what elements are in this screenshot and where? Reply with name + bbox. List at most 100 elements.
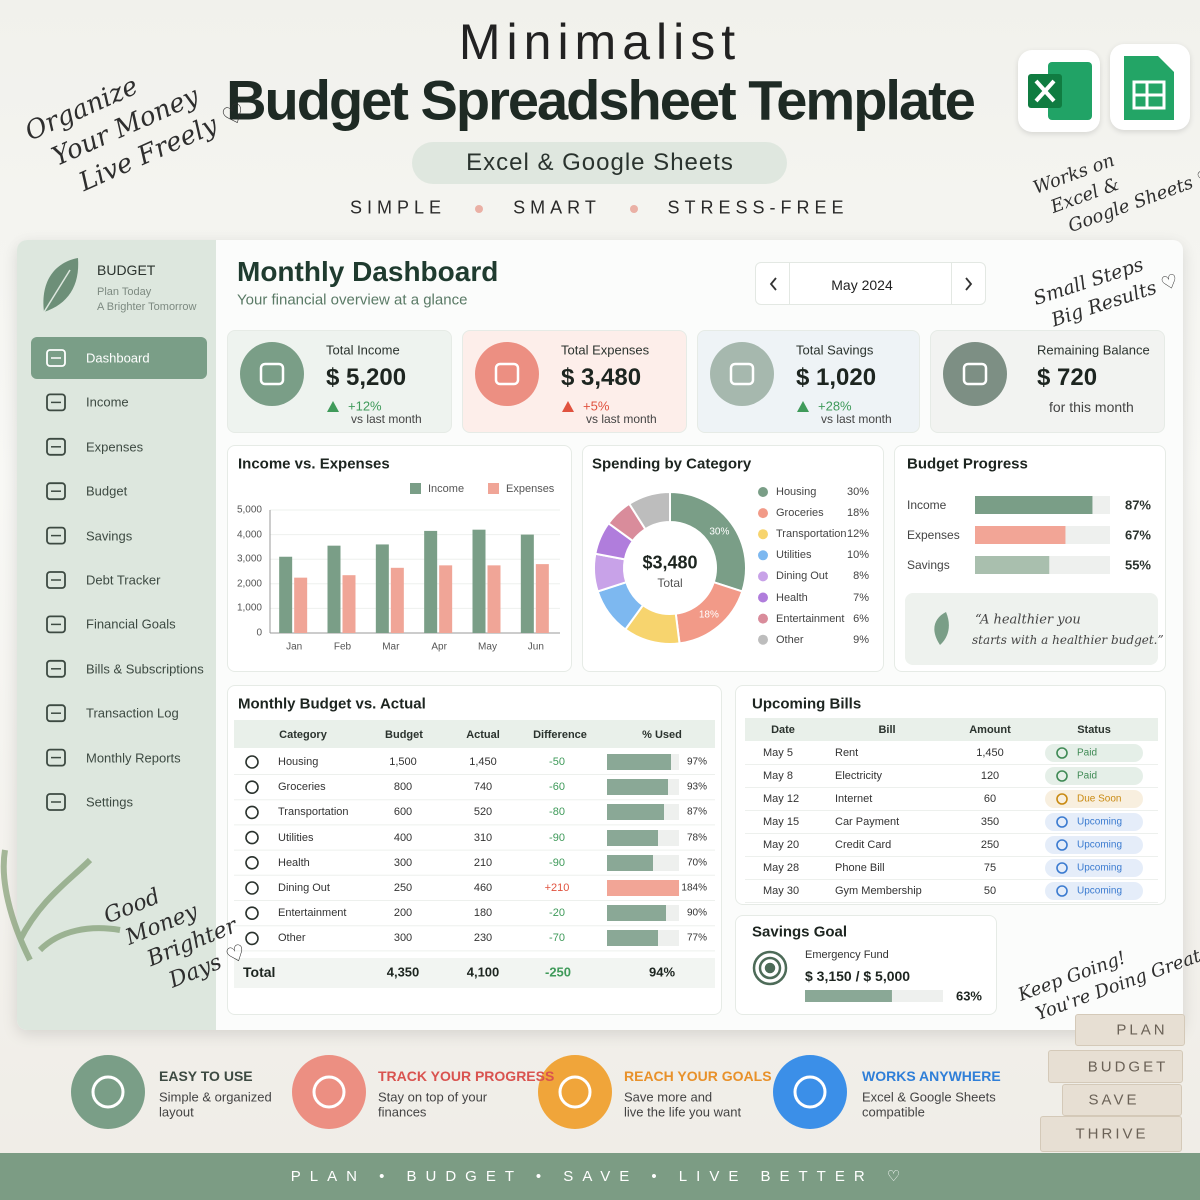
donut-total: $3,480	[642, 552, 698, 573]
used-track	[607, 804, 679, 821]
cell: 70%	[686, 857, 707, 869]
kpi-change: +5%	[583, 398, 610, 414]
legend-label: Entertainment	[776, 612, 845, 625]
cell: 230	[473, 932, 493, 945]
cell: 1,450	[469, 756, 497, 768]
cell: 75	[983, 862, 997, 874]
menu-item[interactable]: Dashboard	[86, 350, 150, 366]
menu-item[interactable]: Bills & Subscriptions	[86, 661, 204, 677]
menu-item[interactable]: Transaction Log	[86, 705, 179, 721]
legend-label: Income	[428, 483, 465, 495]
feature-title: WORKS ANYWHERE	[862, 1068, 1001, 1084]
legend-label: Transportation	[776, 528, 847, 541]
used-bar	[607, 854, 654, 871]
donut-total-label: Total	[657, 576, 683, 590]
column-header: Difference	[533, 729, 587, 741]
status-pill	[1045, 790, 1143, 808]
cell: -70	[549, 932, 565, 945]
used-track	[607, 905, 679, 922]
progress-value: 87%	[1124, 497, 1151, 513]
menu-item[interactable]: Savings	[86, 528, 133, 544]
cell: May 20	[763, 839, 800, 851]
badge	[412, 142, 787, 184]
kpi-label: Total Savings	[796, 342, 874, 358]
kpi-label: Remaining Balance	[1037, 342, 1150, 358]
column-header: Amount	[969, 724, 1011, 736]
legend-value: 10%	[846, 549, 869, 562]
cell: -80	[549, 806, 565, 819]
y-tick-label: 5,000	[236, 504, 262, 516]
cell: 200	[393, 907, 413, 920]
column-header: % Used	[642, 729, 682, 741]
used-track	[607, 880, 679, 896]
badge-text: Excel & Google Sheets	[466, 149, 734, 176]
month-selector	[755, 262, 986, 305]
handwritten-note: Keep Going!You're Doing Great ♡	[1015, 915, 1200, 1031]
column-header: Actual	[466, 729, 500, 741]
y-tick-label: 2,000	[236, 578, 262, 590]
menu-item[interactable]: Expenses	[86, 439, 144, 455]
cell: Phone Bill	[835, 862, 885, 874]
status-pill	[1045, 813, 1143, 831]
column-header: Bill	[878, 724, 896, 736]
book	[1048, 1050, 1183, 1083]
next-month[interactable]	[951, 262, 986, 305]
status: Paid	[1077, 770, 1098, 782]
cell: Electricity	[835, 770, 883, 782]
cell: 300	[393, 932, 413, 945]
cell: 120	[980, 770, 1000, 782]
kicker: Minimalist	[458, 14, 742, 70]
status-pill	[1045, 744, 1143, 762]
column-header: Date	[771, 724, 795, 736]
cell: 800	[393, 781, 413, 794]
used-track	[607, 930, 679, 947]
dashboard-subtitle: Your financial overview at a glance	[237, 291, 468, 309]
cell: 400	[393, 831, 413, 844]
legend-value: 12%	[846, 528, 869, 541]
table-header	[234, 720, 715, 748]
legend-label: Expenses	[506, 483, 555, 495]
book-label: SAVE	[1088, 1091, 1140, 1109]
book-label: THRIVE	[1075, 1125, 1149, 1143]
progress-value: 55%	[1124, 557, 1151, 573]
kpi-label: Total Income	[326, 342, 400, 358]
menu-item[interactable]: Budget	[86, 483, 128, 499]
goal-amount: $ 3,150 / $ 5,000	[805, 968, 911, 984]
status: Upcoming	[1077, 885, 1123, 897]
prev-month[interactable]	[755, 262, 790, 305]
menu-item[interactable]: Debt Tracker	[86, 572, 161, 588]
kpi-value: $ 3,480	[561, 364, 642, 391]
cell: Entertainment	[278, 907, 347, 920]
progress-label: Savings	[907, 558, 950, 572]
legend-value: 7%	[853, 591, 869, 604]
feature-text: layout	[159, 1104, 194, 1120]
cell: Groceries	[278, 781, 326, 794]
feature-text: compatible	[862, 1104, 925, 1120]
feature-text: Save more and	[624, 1089, 713, 1105]
cell: 1,500	[389, 756, 417, 768]
book	[1075, 1014, 1185, 1046]
cell: 97%	[686, 756, 707, 768]
menu-item[interactable]: Monthly Reports	[86, 750, 181, 766]
x-tick-label: May	[478, 641, 497, 653]
cell: 300	[393, 856, 413, 869]
status: Upcoming	[1077, 839, 1123, 851]
x-tick-label: Mar	[382, 641, 400, 653]
footer-band	[0, 1153, 1200, 1200]
menu-item[interactable]: Income	[86, 394, 129, 410]
cell: 90%	[686, 907, 707, 919]
cell: 93%	[686, 781, 707, 793]
cell: May 15	[763, 816, 800, 828]
cell: Utilities	[278, 831, 314, 844]
status-pill	[1045, 836, 1143, 854]
chart-title: Spending by Category	[592, 455, 752, 473]
cell: -90	[549, 856, 565, 869]
menu-item[interactable]: Financial Goals	[86, 616, 176, 632]
kpi-value: $ 5,200	[326, 364, 407, 391]
menu-item[interactable]: Settings	[86, 794, 133, 810]
legend-label: Utilities	[776, 549, 812, 562]
quote-line: starts with a healthier budget.”	[972, 633, 1164, 647]
chart-title: Budget Progress	[907, 455, 1028, 473]
y-tick-label: 0	[256, 627, 262, 639]
kpi-note: for this month	[1049, 399, 1134, 415]
